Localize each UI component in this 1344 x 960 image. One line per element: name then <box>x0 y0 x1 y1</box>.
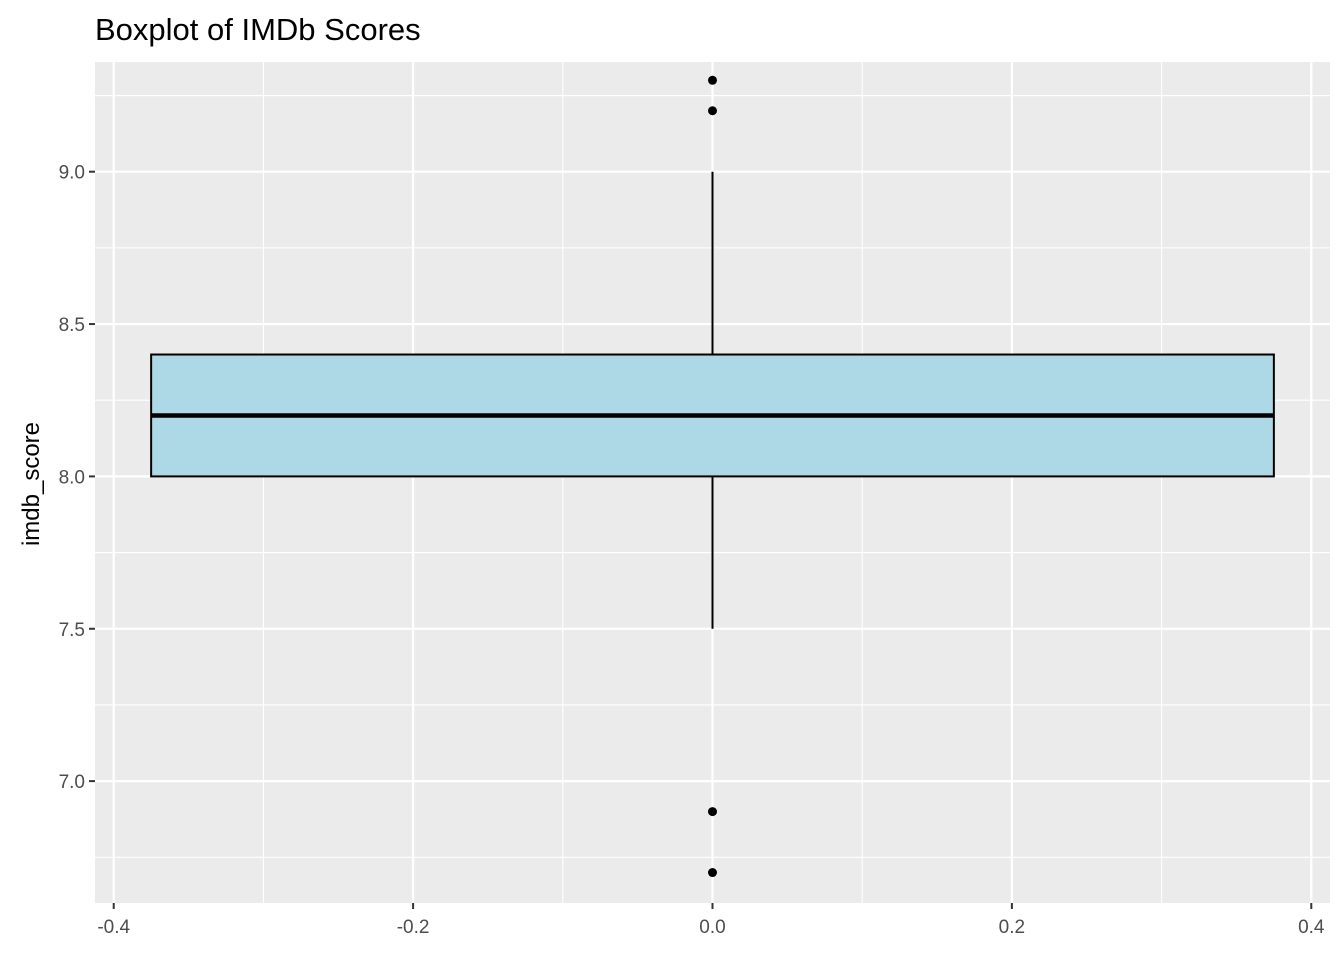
y-tick-label: 8.5 <box>59 315 85 336</box>
outlier-point <box>708 868 717 878</box>
x-axis: -0.4 -0.2 0.0 0.2 0.4 <box>97 903 1325 938</box>
x-tick-label: -0.2 <box>397 917 430 938</box>
outlier-point <box>708 807 717 817</box>
y-tick-label: 7.0 <box>59 772 85 793</box>
y-axis: 7.0 7.5 8.0 8.5 9.0 <box>59 163 95 793</box>
y-tick-label: 7.5 <box>59 620 85 641</box>
outlier-point <box>708 75 717 85</box>
x-tick-label: 0.4 <box>1298 917 1325 938</box>
chart-title: Boxplot of IMDb Scores <box>95 12 421 47</box>
y-tick-label: 8.0 <box>59 467 85 488</box>
x-tick-label: 0.0 <box>699 917 725 938</box>
y-tick-label: 9.0 <box>59 163 85 184</box>
y-axis-label: imdb_score <box>18 422 45 546</box>
x-tick-label: -0.4 <box>97 917 130 938</box>
x-tick-label: 0.2 <box>999 917 1025 938</box>
outlier-point <box>708 106 717 116</box>
box-layer <box>150 75 1275 878</box>
